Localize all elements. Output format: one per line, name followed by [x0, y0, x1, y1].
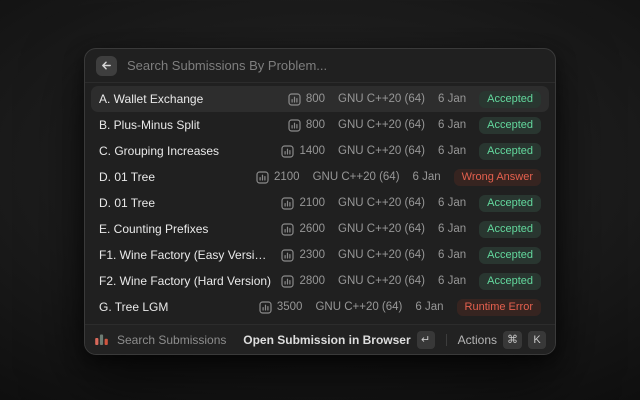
compiler-label: GNU C++20 (64)	[338, 249, 425, 261]
rating-value: 800	[305, 119, 326, 131]
rating-value: 2800	[299, 275, 326, 287]
submission-row[interactable]: F1. Wine Factory (Easy Version) 2300 GNU…	[91, 242, 549, 268]
submissions-list: A. Wallet Exchange 800 GNU C++20 (64) 6 …	[85, 83, 555, 324]
k-key-icon[interactable]: K	[528, 330, 546, 349]
compiler-label: GNU C++20 (64)	[338, 197, 425, 209]
submission-row[interactable]: D. 01 Tree 2100 GNU C++20 (64) 6 Jan Acc…	[91, 190, 549, 216]
status-badge: Accepted	[479, 246, 541, 264]
problem-title: G. Tree LGM	[99, 300, 169, 314]
submission-row[interactable]: B. Plus-Minus Split 800 GNU C++20 (64) 6…	[91, 112, 549, 138]
rating: 3500	[259, 300, 303, 314]
date-label: 6 Jan	[437, 145, 467, 157]
bar-chart-icon	[281, 196, 295, 210]
rating-value: 3500	[276, 301, 303, 313]
arrow-left-icon	[101, 60, 112, 71]
search-header	[85, 49, 555, 83]
back-button[interactable]	[96, 55, 117, 76]
rating: 2100	[256, 170, 300, 184]
compiler-label: GNU C++20 (64)	[338, 119, 425, 131]
submission-row[interactable]: E. Counting Prefixes 2600 GNU C++20 (64)…	[91, 216, 549, 242]
status-badge: Runtime Error	[456, 298, 541, 316]
rating-value: 2100	[299, 197, 326, 209]
primary-action-label[interactable]: Open Submission in Browser	[243, 332, 411, 347]
date-label: 6 Jan	[437, 197, 467, 209]
submission-row[interactable]: C. Grouping Increases 1400 GNU C++20 (64…	[91, 138, 549, 164]
status-badge: Accepted	[479, 142, 541, 160]
command-key-icon[interactable]: ⌘	[503, 330, 522, 349]
submission-meta: 800 GNU C++20 (64) 6 Jan Accepted	[288, 116, 541, 134]
problem-title: B. Plus-Minus Split	[99, 118, 200, 132]
footer-bar: Search Submissions Open Submission in Br…	[85, 324, 555, 354]
status-badge: Accepted	[479, 220, 541, 238]
compiler-label: GNU C++20 (64)	[315, 301, 403, 313]
submission-meta: 800 GNU C++20 (64) 6 Jan Accepted	[288, 90, 541, 108]
problem-title: D. 01 Tree	[99, 170, 156, 184]
date-label: 6 Jan	[437, 223, 467, 235]
status-badge: Accepted	[479, 90, 541, 108]
rating-value: 2300	[299, 249, 326, 261]
problem-title: D. 01 Tree	[99, 196, 156, 210]
footer-divider	[445, 333, 447, 346]
date-label: 6 Jan	[437, 93, 467, 105]
command-palette-window: A. Wallet Exchange 800 GNU C++20 (64) 6 …	[84, 48, 556, 355]
submission-meta: 2100 GNU C++20 (64) 6 Jan Wrong Answer	[256, 168, 541, 186]
bar-chart-icon	[281, 248, 295, 262]
submission-meta: 2800 GNU C++20 (64) 6 Jan Accepted	[281, 272, 541, 290]
status-badge: Accepted	[479, 194, 541, 212]
compiler-label: GNU C++20 (64)	[312, 171, 400, 183]
problem-title: A. Wallet Exchange	[99, 92, 204, 106]
rating: 2100	[281, 196, 326, 210]
extension-label: Search Submissions	[117, 332, 227, 347]
submission-row[interactable]: A. Wallet Exchange 800 GNU C++20 (64) 6 …	[91, 86, 549, 112]
rating-value: 800	[305, 93, 326, 105]
status-badge: Accepted	[479, 116, 541, 134]
bar-chart-icon	[259, 300, 272, 314]
submission-meta: 2100 GNU C++20 (64) 6 Jan Accepted	[281, 194, 541, 212]
submission-meta: 1400 GNU C++20 (64) 6 Jan Accepted	[281, 142, 541, 160]
date-label: 6 Jan	[415, 301, 444, 313]
bar-chart-icon	[281, 222, 295, 236]
compiler-label: GNU C++20 (64)	[338, 275, 425, 287]
actions-button[interactable]: Actions	[457, 332, 497, 347]
rating-value: 2600	[299, 223, 326, 235]
rating: 1400	[281, 144, 326, 158]
status-badge: Wrong Answer	[453, 168, 541, 186]
rating: 800	[288, 118, 326, 132]
date-label: 6 Jan	[437, 249, 467, 261]
search-input[interactable]	[127, 58, 544, 73]
submission-meta: 2600 GNU C++20 (64) 6 Jan Accepted	[281, 220, 541, 238]
submission-row[interactable]: D. 01 Tree 2100 GNU C++20 (64) 6 Jan Wro…	[91, 164, 549, 190]
problem-title: C. Grouping Increases	[99, 144, 220, 158]
bar-chart-icon	[288, 92, 301, 106]
date-label: 6 Jan	[412, 171, 441, 183]
rating: 2300	[281, 248, 326, 262]
footer-extension: Search Submissions	[94, 332, 235, 347]
submission-row[interactable]: G. Tree LGM 3500 GNU C++20 (64) 6 Jan Ru…	[91, 294, 549, 320]
rating: 2800	[281, 274, 326, 288]
bar-chart-icon	[256, 170, 269, 184]
submission-row[interactable]: F2. Wine Factory (Hard Version) 2800 GNU…	[91, 268, 549, 294]
bar-chart-icon	[281, 274, 295, 288]
compiler-label: GNU C++20 (64)	[338, 145, 425, 157]
extension-bar-chart-icon	[94, 332, 109, 347]
rating-value: 2100	[274, 171, 300, 183]
bar-chart-icon	[281, 144, 295, 158]
rating: 2600	[281, 222, 326, 236]
compiler-label: GNU C++20 (64)	[338, 223, 425, 235]
date-label: 6 Jan	[437, 119, 467, 131]
status-badge: Accepted	[479, 272, 541, 290]
date-label: 6 Jan	[437, 275, 467, 287]
compiler-label: GNU C++20 (64)	[338, 93, 425, 105]
problem-title: E. Counting Prefixes	[99, 222, 209, 236]
problem-title: F1. Wine Factory (Easy Version)	[99, 248, 272, 262]
footer-actions: Open Submission in Browser ↵ Actions ⌘ K	[243, 330, 546, 349]
submission-meta: 2300 GNU C++20 (64) 6 Jan Accepted	[281, 246, 541, 264]
submission-meta: 3500 GNU C++20 (64) 6 Jan Runtime Error	[259, 298, 541, 316]
return-key-icon[interactable]: ↵	[416, 330, 435, 349]
rating: 800	[288, 92, 326, 106]
rating-value: 1400	[299, 145, 326, 157]
bar-chart-icon	[288, 118, 301, 132]
problem-title: F2. Wine Factory (Hard Version)	[99, 274, 272, 288]
